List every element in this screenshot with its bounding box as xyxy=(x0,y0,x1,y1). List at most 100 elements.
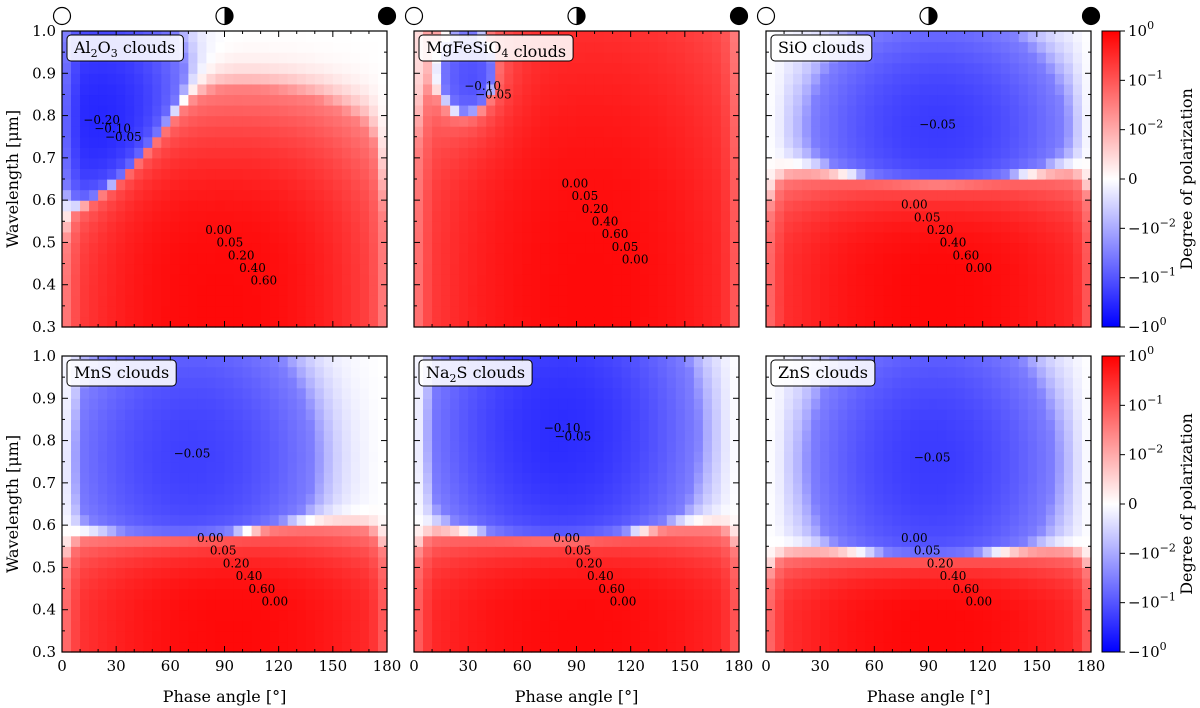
contour-label: 0.00 xyxy=(261,595,288,609)
heatmap-cell xyxy=(901,115,912,127)
heatmap-cell xyxy=(332,231,343,244)
heatmap-cell xyxy=(883,242,893,254)
heatmap-cell xyxy=(495,168,505,180)
heatmap-cell xyxy=(901,126,912,138)
heatmap-cell xyxy=(1072,231,1083,244)
heatmap-cell xyxy=(675,263,686,275)
heatmap-cell xyxy=(576,105,587,117)
heatmap-cell xyxy=(576,398,587,410)
heatmap-cell xyxy=(161,73,171,85)
heatmap-cell xyxy=(684,168,695,180)
heatmap-cell xyxy=(558,221,569,233)
heatmap-cell xyxy=(1054,126,1065,138)
heatmap-cell xyxy=(224,366,235,378)
heatmap-cell xyxy=(242,221,253,233)
heatmap-cell xyxy=(377,253,388,265)
heatmap-cell xyxy=(251,274,262,286)
heatmap-cell xyxy=(98,200,108,212)
heatmap-cell xyxy=(125,253,135,265)
heatmap-cell xyxy=(558,599,569,611)
heatmap-cell xyxy=(784,305,794,318)
heatmap-cell xyxy=(368,62,379,74)
heatmap-cell xyxy=(323,578,334,590)
heatmap-cell xyxy=(576,366,587,378)
heatmap-cell xyxy=(684,83,695,96)
heatmap-cell xyxy=(143,556,153,569)
heatmap-cell xyxy=(260,482,271,495)
heatmap-cell xyxy=(883,73,893,85)
heatmap-cell xyxy=(955,231,966,244)
heatmap-cell xyxy=(928,189,939,201)
heatmap-cell xyxy=(874,105,884,117)
heatmap-cell xyxy=(224,641,235,653)
heatmap-cell xyxy=(729,41,740,53)
heatmap-cell xyxy=(540,578,551,590)
heatmap-cell xyxy=(188,168,199,180)
heatmap-cell xyxy=(80,316,90,328)
heatmap-cell xyxy=(432,514,442,526)
heatmap-cell xyxy=(62,588,72,600)
heatmap-cell xyxy=(414,387,424,399)
heatmap-cell xyxy=(179,253,189,265)
heatmap-cell xyxy=(865,284,875,296)
heatmap-cell xyxy=(206,41,217,53)
heatmap-cell xyxy=(540,588,551,600)
heatmap-cell xyxy=(305,567,316,579)
heatmap-cell xyxy=(134,440,144,452)
heatmap-cell xyxy=(332,482,343,495)
heatmap-cell xyxy=(251,567,262,579)
heatmap-cell xyxy=(1036,62,1047,74)
heatmap-cell xyxy=(1000,136,1011,148)
heatmap-cell xyxy=(323,231,334,244)
heatmap-cell xyxy=(269,588,280,600)
heatmap-cell xyxy=(955,316,966,328)
heatmap-cell xyxy=(594,525,605,537)
heatmap-cell xyxy=(540,408,551,421)
heatmap-cell xyxy=(937,274,948,286)
heatmap-cell xyxy=(540,356,551,368)
heatmap-cell xyxy=(368,567,379,579)
heatmap-cell xyxy=(377,305,388,318)
heatmap-cell xyxy=(441,482,451,495)
heatmap-cell xyxy=(359,231,370,244)
heatmap-cell xyxy=(847,284,857,296)
heatmap-cell xyxy=(838,253,848,265)
heatmap-cell xyxy=(486,535,496,547)
heatmap-cell xyxy=(946,168,957,180)
heatmap-cell xyxy=(161,83,171,96)
heatmap-cell xyxy=(603,609,614,621)
heatmap-cell xyxy=(711,200,722,212)
heatmap-cell xyxy=(630,242,641,254)
heatmap-cell xyxy=(964,210,975,222)
heatmap-cell xyxy=(522,641,532,653)
heatmap-cell xyxy=(865,263,875,275)
contour-label: 0.05 xyxy=(914,210,941,224)
heatmap-cell xyxy=(504,419,514,431)
heatmap-cell xyxy=(278,168,289,180)
heatmap-cell xyxy=(269,200,280,212)
heatmap-cell xyxy=(513,567,523,579)
heatmap-cell xyxy=(260,231,271,244)
heatmap-cell xyxy=(495,609,505,621)
heatmap-cell xyxy=(495,115,505,127)
heatmap-cell xyxy=(540,274,551,286)
heatmap-cell xyxy=(170,274,180,286)
heatmap-cell xyxy=(973,274,984,286)
heatmap-cell xyxy=(62,157,72,170)
heatmap-cell xyxy=(251,200,262,212)
heatmap-cell xyxy=(874,221,884,233)
heatmap-cell xyxy=(675,62,686,74)
heatmap-cell xyxy=(152,105,162,117)
heatmap-cell xyxy=(197,356,208,368)
heatmap-cell xyxy=(495,482,505,495)
heatmap-cell xyxy=(179,461,189,473)
heatmap-cell xyxy=(594,221,605,233)
heatmap-cell xyxy=(197,179,208,191)
heatmap-cell xyxy=(377,231,388,244)
heatmap-cell xyxy=(350,168,361,180)
heatmap-cell xyxy=(892,31,903,43)
heatmap-cell xyxy=(323,253,334,265)
heatmap-cell xyxy=(504,599,514,611)
heatmap-cell xyxy=(134,430,144,442)
heatmap-cell xyxy=(621,52,632,64)
